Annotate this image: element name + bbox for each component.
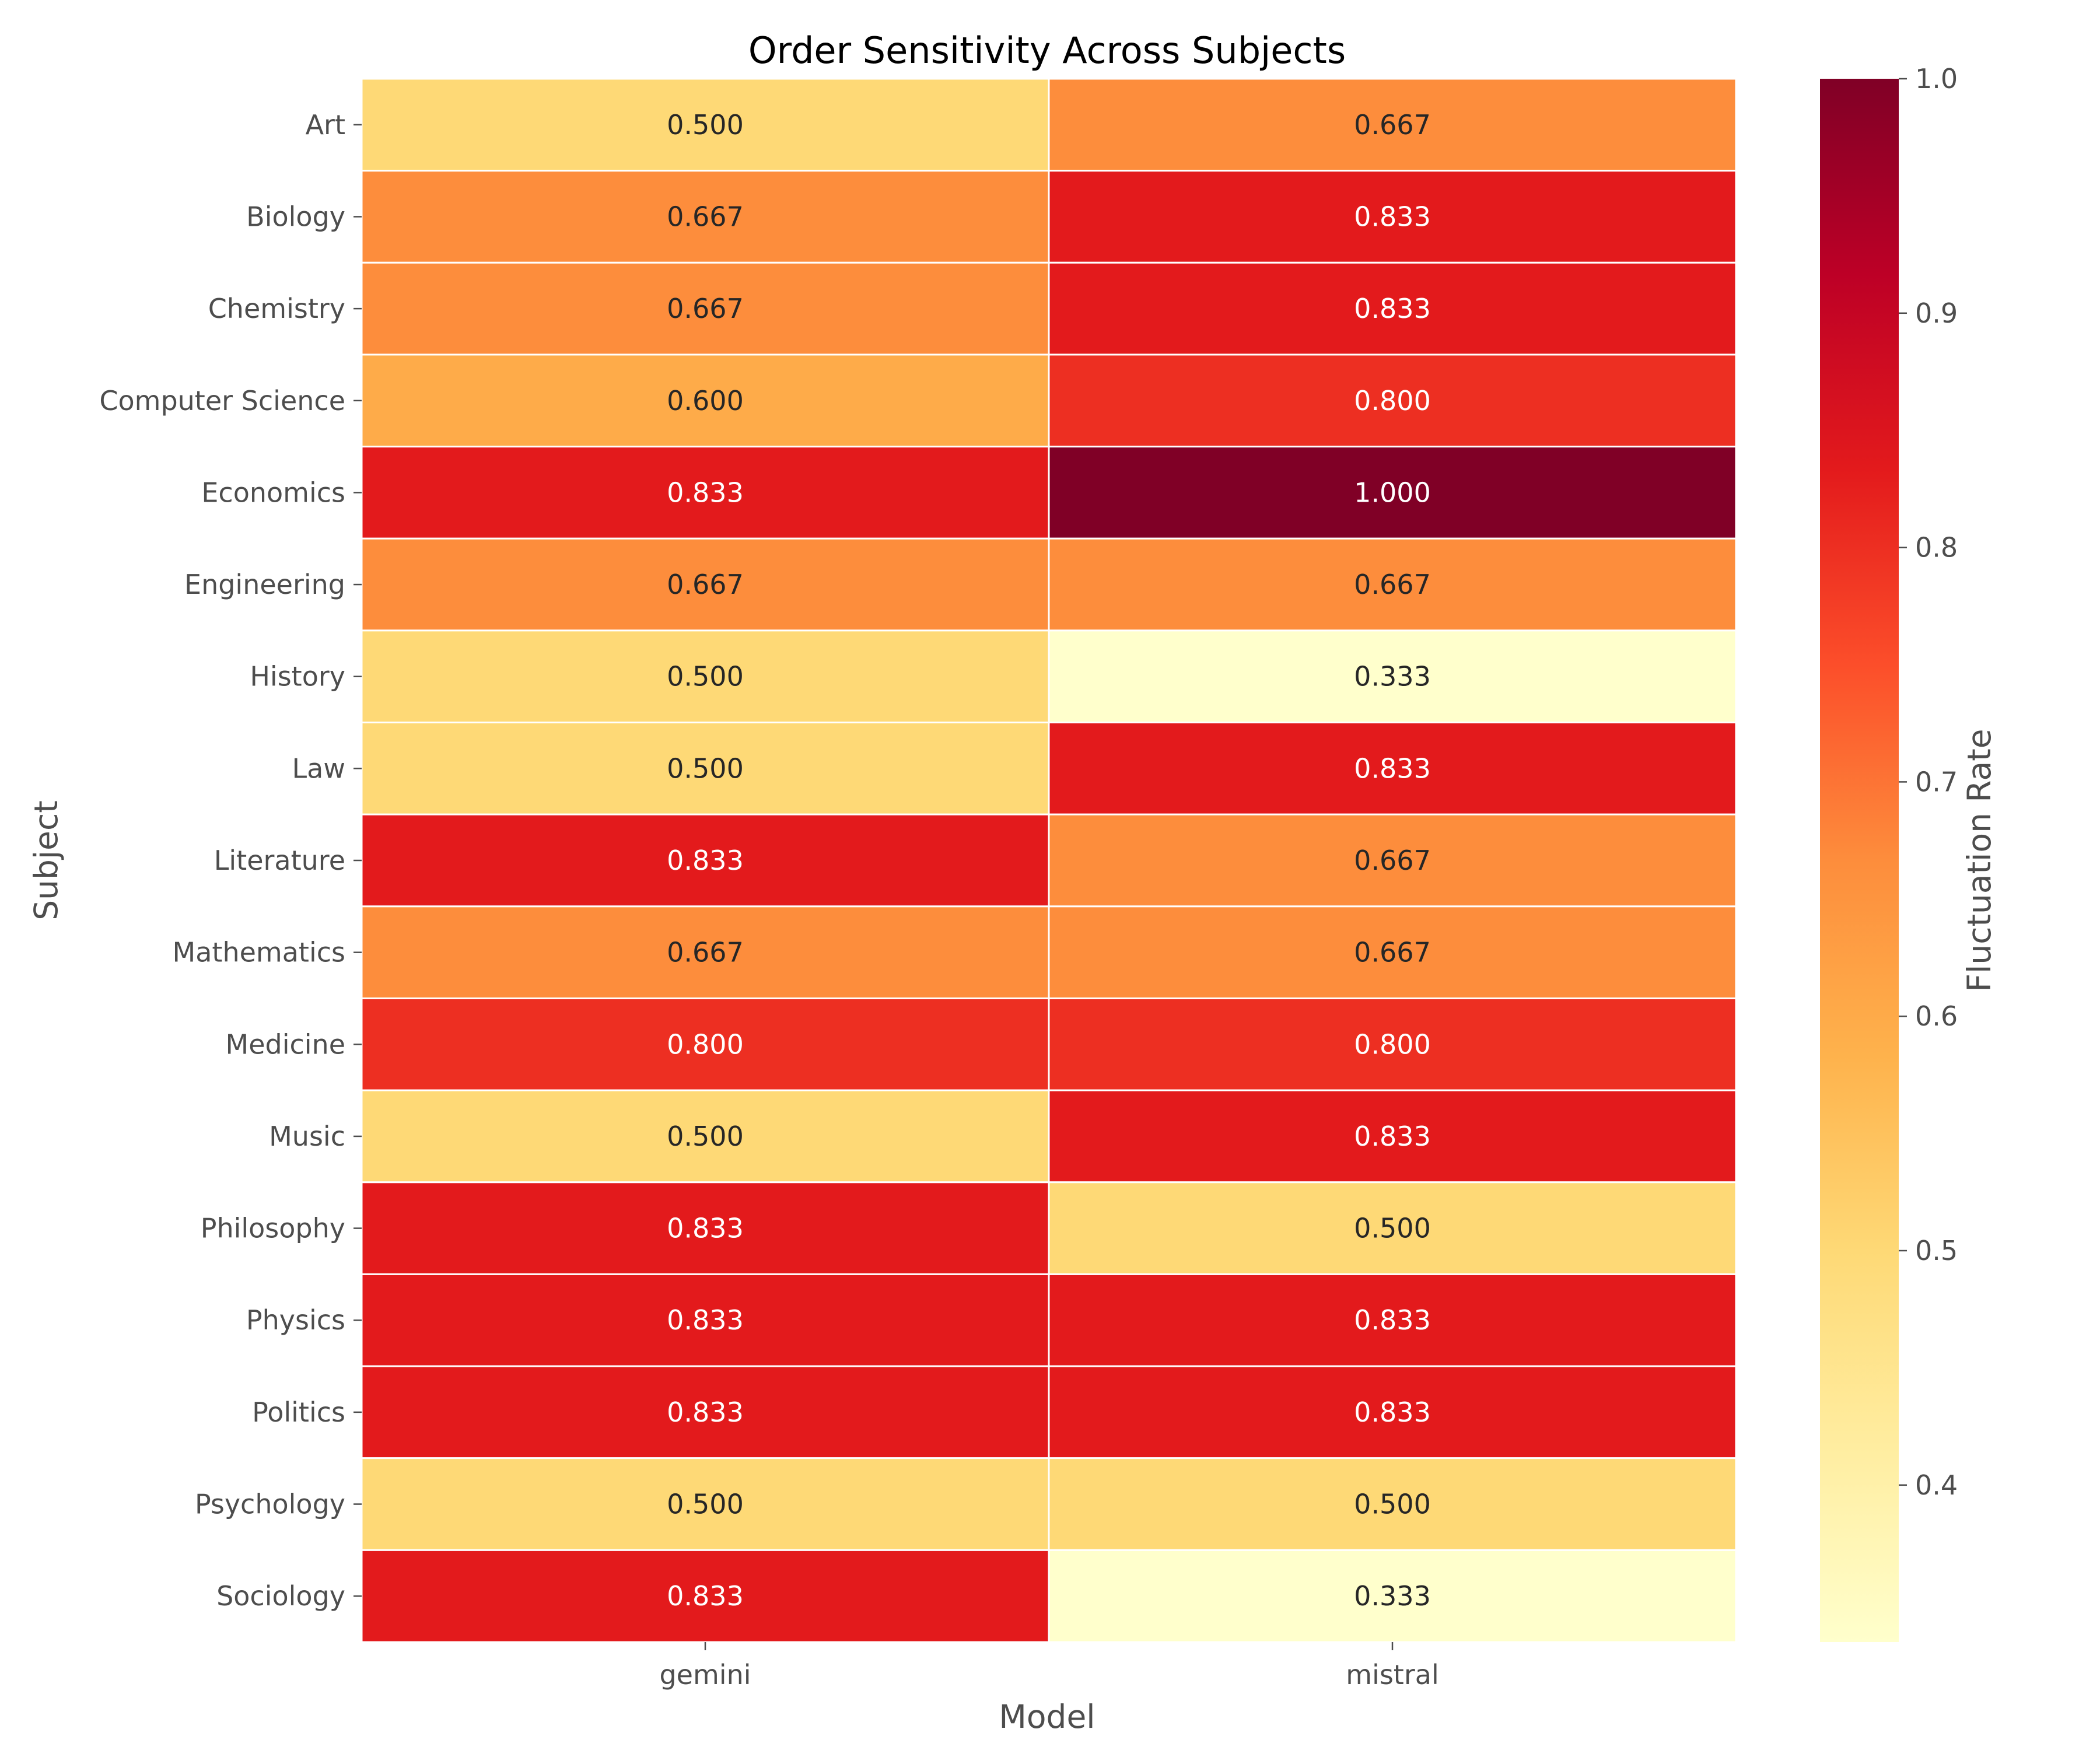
heatmap-cell-history-gemini [360,629,1050,724]
colorbar-label: Fluctuation Rate [1961,729,1998,992]
colorbar-tick-label: 1.0 [1915,63,1958,94]
y-tick-label-biology: Biology [246,201,345,232]
cell-value-label: 0.800 [667,1028,744,1060]
y-tick-label-politics: Politics [252,1396,345,1428]
heatmap-cell-physics-mistral [1048,1273,1737,1367]
cell-value-label: 1.000 [1354,477,1431,508]
colorbar-tick-label: 0.4 [1915,1469,1958,1501]
heatmap-cell-politics-gemini [360,1365,1050,1460]
cell-value-label: 0.833 [1354,201,1431,232]
cell-value-label: 0.800 [1354,385,1431,416]
cell-value-label: 0.500 [667,109,744,141]
heatmap-cell-law-mistral [1048,722,1737,816]
cell-value-label: 0.500 [667,752,744,784]
cell-value-label: 0.667 [1354,569,1431,600]
cell-value-label: 0.667 [667,201,744,232]
y-axis-label: Subject [27,800,65,921]
cell-value-label: 0.833 [1354,1396,1431,1428]
heatmap-cell-art-mistral [1048,78,1737,172]
cell-value-label: 0.667 [1354,937,1431,968]
y-tick-label-computer-science: Computer Science [99,385,345,416]
y-tick-label-medicine: Medicine [226,1028,346,1060]
y-tick-label-mathematics: Mathematics [173,937,345,968]
heatmap-cell-chemistry-mistral [1048,261,1737,356]
y-tick-label-engineering: Engineering [184,569,345,600]
x-axis-label: Model [999,1698,1095,1735]
heatmap-cell-physics-gemini [360,1273,1050,1367]
y-tick-label-music: Music [269,1121,345,1152]
cell-value-label: 0.500 [1354,1489,1431,1520]
cell-value-label: 0.833 [1354,1304,1431,1336]
heatmap-cell-history-mistral [1048,629,1737,724]
cell-value-label: 0.500 [667,1489,744,1520]
colorbar-tick-label: 0.6 [1915,1000,1958,1032]
y-axis-ticks: Art Biology Chemistry Computer Science Econo… [99,109,362,1612]
heatmap-cell-music-gemini [360,1089,1050,1184]
heatmap-cell-medicine-gemini [360,997,1050,1091]
y-tick-label-literature: Literature [214,845,345,876]
y-tick-label-chemistry: Chemistry [208,293,345,324]
heatmap-cell-literature-gemini [360,813,1050,908]
x-tick-label-mistral: mistral [1346,1659,1438,1690]
cell-value-label: 0.667 [1354,845,1431,876]
cell-value-label: 0.833 [1354,752,1431,784]
heatmap-cell-computer-science-mistral [1048,354,1737,448]
cell-value-label: 0.833 [1354,293,1431,324]
cell-value-label: 0.667 [667,293,744,324]
cell-value-label: 0.833 [667,1304,744,1336]
chart-title: Order Sensitivity Across Subjects [748,29,1346,72]
cell-value-label: 0.667 [1354,109,1431,141]
heatmap-cell-music-mistral [1048,1089,1737,1184]
heatmap-cell-philosophy-mistral [1048,1181,1737,1275]
cell-value-label: 0.833 [667,1213,744,1244]
heatmap-cell-philosophy-gemini [360,1181,1050,1275]
cell-value-label: 0.833 [667,1580,744,1612]
y-tick-label-sociology: Sociology [216,1580,345,1612]
heatmap-cell-literature-mistral [1048,813,1737,908]
y-tick-label-art: Art [306,109,345,141]
cell-value-label: 0.833 [667,1396,744,1428]
heatmap-cell-chemistry-gemini [360,261,1050,356]
heatmap-cells: 0.500 0.667 0.667 0.833 0.667 0.833 0.600 0.800… [360,78,1737,1643]
colorbar-gradient [1820,79,1899,1642]
y-tick-label-philosophy: Philosophy [201,1213,345,1244]
y-tick-label-law: Law [292,752,345,784]
x-tick-label-gemini: gemini [659,1659,751,1690]
y-tick-label-economics: Economics [201,477,345,508]
heatmap-cell-politics-mistral [1048,1365,1737,1460]
cell-value-label: 0.600 [667,385,744,416]
heatmap-cell-mathematics-mistral [1048,905,1737,999]
heatmap-cell-art-gemini [360,78,1050,172]
cell-value-label: 0.667 [667,569,744,600]
heatmap-cell-law-gemini [360,722,1050,816]
colorbar-tick-label: 0.9 [1915,298,1958,329]
cell-value-label: 0.500 [667,1121,744,1152]
cell-value-label: 0.833 [667,477,744,508]
heatmap-cell-biology-mistral [1048,170,1737,264]
heatmap-cell-engineering-mistral [1048,537,1737,632]
y-tick-label-physics: Physics [246,1304,345,1336]
colorbar-ticks: 0.4 0.5 0.6 0.7 0.8 0.9 1.0 [1899,63,1958,1501]
cell-value-label: 0.800 [1354,1028,1431,1060]
cell-value-label: 0.500 [667,661,744,692]
heatmap-cell-psychology-gemini [360,1457,1050,1551]
colorbar-tick-label: 0.8 [1915,532,1958,564]
colorbar: 0.4 0.5 0.6 0.7 0.8 0.9 1.0 Fluctuation Rate [1820,63,1998,1642]
cell-value-label: 0.833 [667,845,744,876]
heatmap-cell-medicine-mistral [1048,997,1737,1091]
y-tick-label-history: History [250,661,345,692]
x-axis-ticks: gemini mistral [659,1642,1439,1690]
cell-value-label: 0.500 [1354,1213,1431,1244]
heatmap-cell-economics-mistral [1048,446,1737,540]
cell-value-label: 0.833 [1354,1121,1431,1152]
cell-value-label: 0.333 [1354,1580,1431,1612]
colorbar-tick-label: 0.7 [1915,766,1958,797]
cell-value-label: 0.333 [1354,661,1431,692]
heatmap-cell-biology-gemini [360,170,1050,264]
heatmap-cell-mathematics-gemini [360,905,1050,999]
y-tick-label-psychology: Psychology [195,1489,345,1520]
cell-value-label: 0.667 [667,937,744,968]
colorbar-tick-label: 0.5 [1915,1235,1958,1266]
